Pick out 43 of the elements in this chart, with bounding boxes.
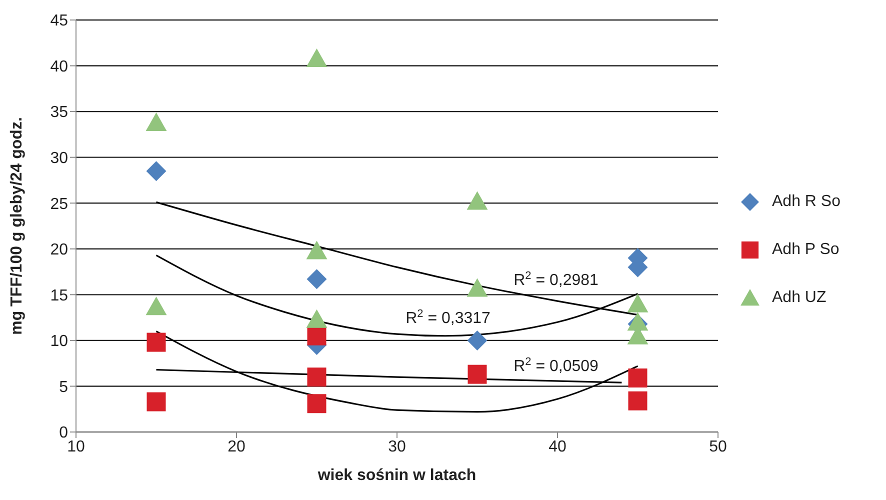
point [466,191,488,210]
x-tick-label: 20 [228,438,246,456]
point [146,296,167,316]
point [146,161,166,182]
x-tick-label: 30 [388,438,406,456]
annotation: R$^{2}$ = 0,0509 [514,356,599,375]
x-axis-title: wiek sośnin w latach [316,467,476,484]
point [307,394,326,414]
y-tick-label: 15 [50,287,68,304]
point [467,330,488,350]
y-tick-label: 35 [50,104,68,122]
legend-label: Adh UZ [772,289,826,307]
point [627,294,648,312]
y-tick-label: 5 [59,378,68,396]
point [306,269,327,290]
y-tick-label: 0 [59,424,68,442]
point [468,364,487,384]
point [307,326,326,346]
point [306,309,328,328]
point [146,392,166,412]
point [146,332,166,352]
point [306,240,328,260]
y-tick-label: 40 [50,58,68,76]
point [628,391,648,410]
annotation: R$^{2}$ = 0,3317 [406,308,491,327]
annotation: R$^{2}$ = 0,2981 [514,270,599,289]
legend-label: Adh P So [772,241,840,259]
point [628,368,648,388]
x-tick-label: 50 [709,438,727,456]
point [627,312,648,331]
y-axis-title: mg TFF/100 g gleby/24 godz. [8,117,26,335]
line-series [155,330,639,413]
y-tick-label: 20 [50,242,68,259]
y-tick-label: 10 [50,333,68,350]
y-tick-label: 45 [50,12,68,30]
point [146,112,167,132]
point [306,48,328,67]
point [466,278,488,297]
y-tick-label: 25 [50,196,68,213]
x-tick-label: 40 [548,438,566,456]
legend-label: Adh R So [772,193,840,211]
point [307,368,326,387]
y-tick-label: 30 [50,150,68,168]
